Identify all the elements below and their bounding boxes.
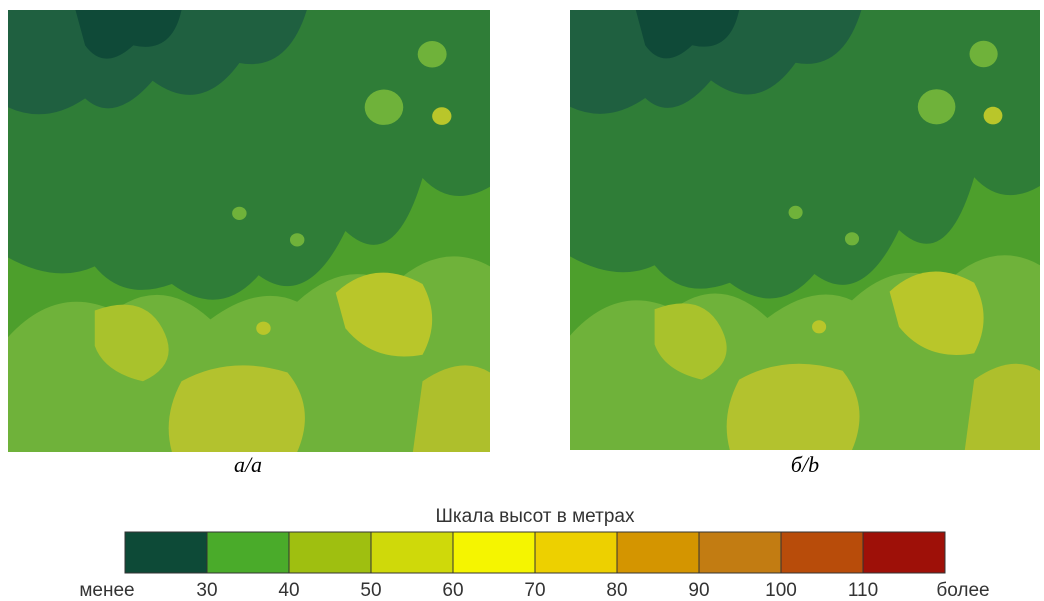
- scale-swatch: [699, 532, 781, 573]
- scale-swatch: [289, 532, 371, 573]
- map-b: [570, 10, 1040, 450]
- page: {"panels": [{"caption": "а/a"}, {"captio…: [0, 0, 1044, 601]
- scale-label: 110: [848, 580, 878, 601]
- caption: а/a: [234, 452, 262, 477]
- scale-swatch: [371, 532, 453, 573]
- figure: а/a б/b Шкала высот в метрах менее 30 40 50…: [0, 0, 1044, 601]
- scale-swatch: [125, 532, 207, 573]
- scale-swatch: [781, 532, 863, 573]
- map-a: [8, 10, 490, 452]
- scale-label: более: [936, 580, 989, 601]
- caption: б/b: [791, 452, 819, 477]
- scale-label: менее: [79, 580, 134, 601]
- scale-swatch: [617, 532, 699, 573]
- body: а/a б/b Шкала высот в метрах менее 30 40 50…: [0, 0, 1044, 601]
- scale-label: 40: [278, 580, 299, 601]
- scale-label: 50: [360, 580, 381, 601]
- scale-title: Шкала высот в метрах: [436, 506, 635, 527]
- scale-swatch: [863, 532, 945, 573]
- scale-label: 70: [524, 580, 545, 601]
- scale-swatch: [535, 532, 617, 573]
- scale-label: 90: [688, 580, 709, 601]
- scale-label: 80: [606, 580, 627, 601]
- scale-label: 60: [442, 580, 463, 601]
- scale-label: 30: [196, 580, 217, 601]
- scale-label: 100: [765, 580, 797, 601]
- scale-swatch: [207, 532, 289, 573]
- scale-swatch: [453, 532, 535, 573]
